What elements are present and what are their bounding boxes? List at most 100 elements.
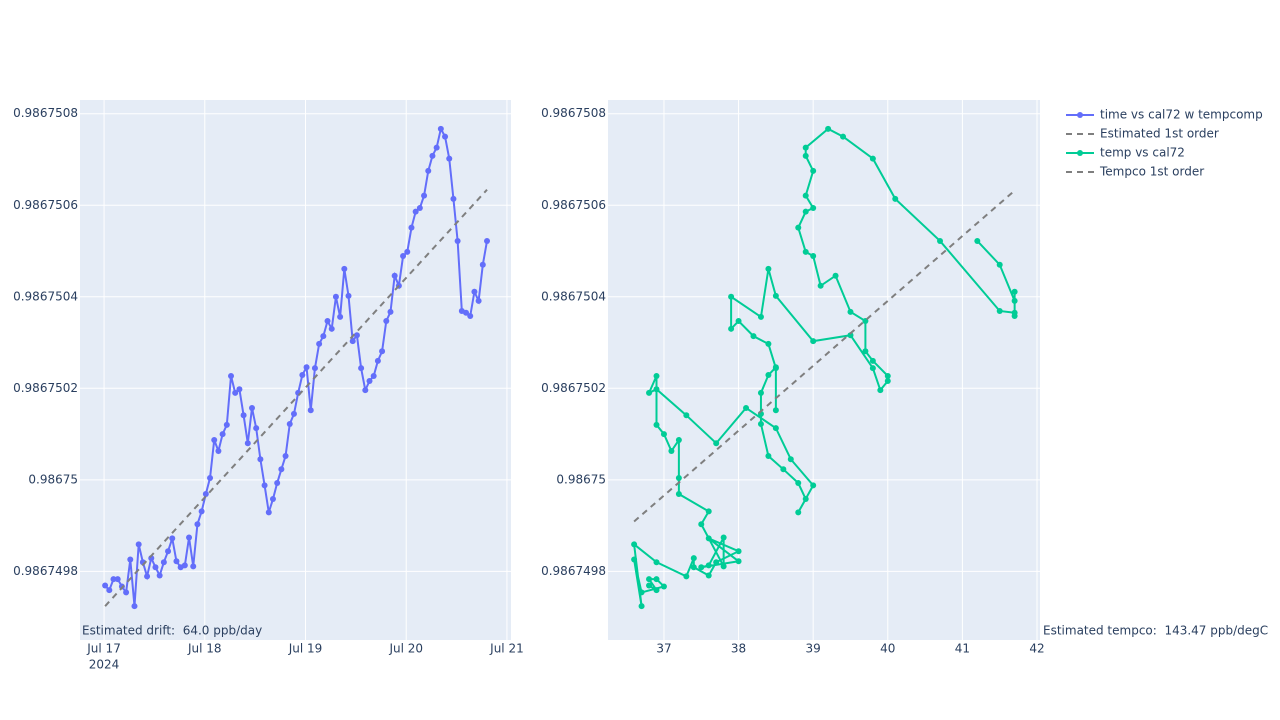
point: [282, 453, 289, 460]
x-tick-label: 38: [731, 642, 746, 656]
point: [211, 437, 218, 444]
point: [750, 333, 757, 340]
point: [772, 365, 779, 372]
legend-marker: [1077, 150, 1083, 156]
point: [446, 155, 453, 162]
point: [638, 603, 645, 610]
point: [765, 453, 772, 460]
point: [307, 407, 314, 414]
point: [110, 576, 117, 583]
point: [261, 482, 268, 489]
point: [362, 387, 369, 394]
point: [236, 386, 243, 393]
point: [332, 293, 339, 300]
point: [152, 564, 159, 571]
point: [471, 288, 478, 295]
point: [690, 555, 697, 562]
point: [810, 253, 817, 260]
point: [698, 564, 705, 571]
y-tick-label: 0.9867504: [541, 289, 606, 303]
point: [404, 248, 411, 255]
point: [631, 556, 638, 563]
point: [772, 425, 779, 432]
annotation: Estimated tempco: 143.47 ppb/degC: [1043, 624, 1268, 638]
point: [286, 421, 293, 427]
point: [631, 541, 638, 548]
point: [802, 192, 809, 199]
point: [257, 456, 264, 463]
point: [735, 548, 742, 555]
point: [374, 357, 381, 364]
point: [675, 475, 682, 481]
point: [810, 167, 817, 174]
point: [653, 587, 660, 594]
point: [869, 155, 876, 162]
x-tick-label: Jul 18: [187, 642, 222, 656]
point: [877, 387, 884, 394]
x-tick-label: Jul 21: [489, 642, 524, 656]
x-tick-label: 42: [1029, 642, 1044, 656]
point: [123, 589, 130, 596]
point: [232, 389, 239, 396]
point: [772, 407, 779, 414]
point: [675, 437, 682, 444]
point: [160, 559, 167, 566]
point: [683, 573, 690, 580]
point: [437, 125, 444, 132]
point: [253, 425, 260, 432]
point: [653, 372, 660, 379]
point: [720, 563, 727, 570]
point: [337, 313, 344, 320]
point: [102, 582, 109, 589]
point: [240, 412, 247, 419]
point: [810, 338, 817, 345]
y-tick-label: 0.98675: [28, 472, 78, 486]
point: [349, 338, 356, 345]
point: [675, 491, 682, 498]
point: [328, 325, 335, 332]
point: [265, 509, 272, 516]
annotation: Estimated drift: 64.0 ppb/day: [82, 624, 262, 638]
y-tick-label: 0.9867506: [13, 198, 78, 212]
point: [884, 372, 891, 379]
point: [366, 377, 373, 384]
point: [705, 572, 712, 579]
point: [795, 509, 802, 516]
point: [387, 308, 394, 315]
legend-label: Estimated 1st order: [1100, 127, 1219, 141]
point: [795, 480, 802, 487]
plot-background: [80, 100, 511, 640]
point: [869, 357, 876, 364]
y-tick-label: 0.9867498: [541, 564, 606, 578]
point: [996, 307, 1003, 314]
point: [996, 261, 1003, 268]
point: [787, 456, 794, 463]
point: [181, 562, 188, 569]
point: [215, 448, 222, 454]
point: [1011, 313, 1018, 319]
y-tick-label: 0.9867508: [541, 106, 606, 120]
fit-line: [633, 189, 1016, 523]
point: [131, 603, 138, 610]
point: [463, 309, 470, 316]
point: [646, 389, 653, 396]
point: [425, 167, 432, 174]
y-tick-label: 0.9867502: [13, 381, 78, 395]
point: [862, 348, 869, 355]
point: [127, 556, 134, 563]
point: [646, 576, 653, 583]
point: [869, 365, 876, 372]
point: [479, 261, 486, 268]
point: [810, 205, 817, 211]
point: [772, 292, 779, 299]
point: [144, 573, 151, 580]
point: [290, 410, 297, 417]
point: [840, 133, 847, 140]
point: [937, 237, 944, 244]
point: [190, 563, 197, 570]
point: [341, 265, 348, 272]
point: [825, 125, 832, 132]
point: [765, 372, 772, 379]
point: [467, 313, 474, 319]
